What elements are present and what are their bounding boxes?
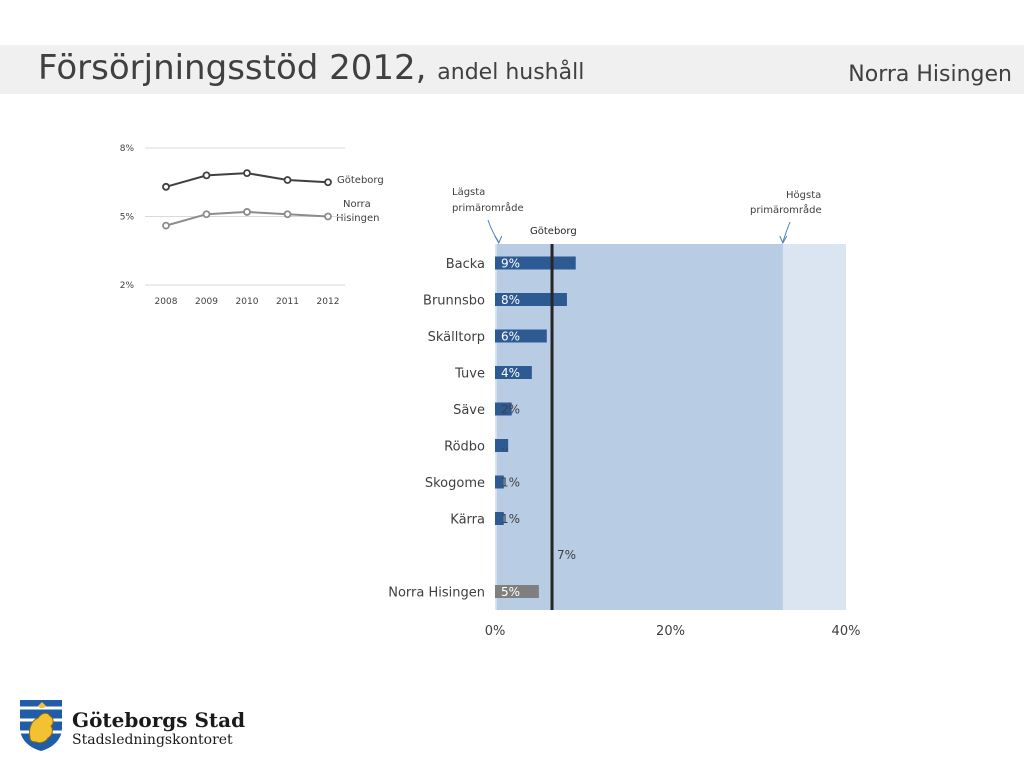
bar (495, 256, 576, 270)
category-label: Skogome (425, 476, 485, 491)
region-title: Norra Hisingen (848, 62, 1012, 87)
data-point (243, 169, 251, 178)
bar-value-label: 5% (501, 585, 520, 599)
bar (495, 329, 547, 343)
bar-value-label: 1% (501, 512, 520, 526)
x-tick-label: 2009 (195, 297, 218, 307)
highest-area-arrow (782, 221, 791, 243)
category-label: Tuve (454, 367, 485, 382)
data-point (162, 182, 170, 191)
highest-area-arrowhead (779, 235, 788, 245)
bar (495, 293, 567, 306)
x-tick-label: 2011 (276, 297, 299, 307)
title-subtitle: andel hushåll (437, 60, 585, 85)
category-label: Brunnsbo (423, 294, 485, 309)
data-point (283, 176, 292, 184)
x-tick-label: 20% (656, 624, 685, 639)
bar-value-label: 2% (501, 403, 520, 417)
category-label: Skälltorp (428, 330, 485, 345)
highest-area-label-2: primärområde (750, 203, 822, 216)
y-tick-label: 2% (120, 281, 135, 291)
bar-value-label: 1% (501, 476, 520, 490)
highest-area-label-1: Högsta (786, 190, 821, 201)
y-tick-label: 5% (120, 213, 135, 223)
category-label: Säve (453, 403, 485, 418)
data-point (324, 212, 332, 221)
logo: Göteborgs Stad Stadsledningskontoret (18, 698, 258, 758)
bar-value-label: .. (501, 439, 509, 453)
x-tick-label: 40% (832, 624, 861, 639)
reference-label: Göteborg (530, 226, 577, 237)
bar (495, 512, 504, 525)
reference-value-label: 7% (557, 548, 576, 562)
lowest-area-label-1: Lägsta (452, 187, 485, 198)
bar (495, 366, 532, 379)
data-point (162, 221, 170, 230)
line-label-goteborg: Göteborg (337, 175, 384, 186)
category-label: Kärra (450, 513, 485, 528)
line-label-norra-1: Norra (343, 199, 371, 210)
y-tick-label: 8% (120, 144, 135, 154)
data-point (202, 171, 211, 180)
bar-value-label: 4% (501, 366, 520, 380)
city-crest-icon (20, 700, 62, 751)
x-tick-label: 2010 (236, 297, 259, 307)
category-label: Backa (446, 257, 485, 272)
lowest-area-label-2: primärområde (452, 201, 524, 214)
x-tick-label: 2008 (155, 297, 178, 307)
logo-department: Stadsledningskontoret (72, 732, 233, 748)
x-tick-label: 0% (485, 624, 506, 639)
lowest-area-arrow (487, 219, 500, 243)
district-bar-chart: Lägsta primärområde Högsta primärområde … (388, 187, 861, 639)
bar-value-label: 8% (501, 293, 520, 307)
data-point (324, 178, 332, 187)
title-band (0, 45, 1024, 94)
data-point (202, 210, 211, 219)
page-title: Försörjningsstöd 2012, andel hushåll (38, 48, 584, 88)
category-label: Norra Hisingen (388, 586, 485, 601)
bar-value-label: 6% (501, 330, 520, 344)
trend-line-chart: Göteborg Norra Hisingen 8% 5% 2% 2008 2009 20… (120, 144, 384, 307)
data-point (283, 210, 292, 219)
title-text: Försörjningsstöd 2012, (38, 48, 427, 88)
bar (495, 475, 504, 489)
lowest-area-arrowhead (494, 235, 503, 245)
data-point (243, 208, 251, 216)
bar (495, 439, 509, 452)
logo-name: Göteborgs Stad (72, 708, 246, 732)
bar-value-label: 9% (501, 257, 520, 271)
bar (495, 402, 512, 416)
x-tick-label: 2012 (317, 297, 340, 307)
line-label-norra-2: Hisingen (336, 213, 379, 224)
category-label: Rödbo (444, 440, 485, 455)
total-bar (495, 585, 539, 598)
